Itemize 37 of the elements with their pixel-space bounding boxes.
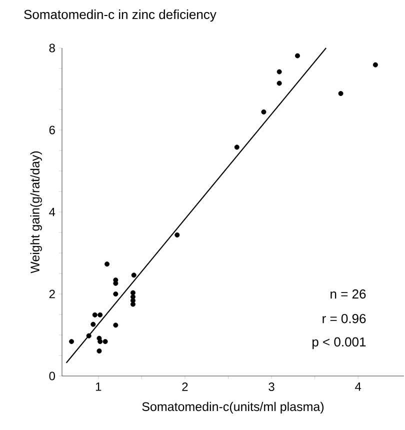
point — [98, 339, 103, 344]
point — [372, 62, 378, 68]
point — [104, 262, 110, 267]
point — [90, 322, 96, 327]
x-axis-title: Somatomedin-c(units/ml plasma) — [142, 402, 324, 414]
y-tick-label: 6 — [49, 126, 55, 134]
point — [131, 272, 136, 278]
y-tick-label: 4 — [49, 208, 56, 216]
x-tick-label: 2 — [182, 382, 188, 391]
point — [113, 291, 118, 296]
point — [276, 80, 282, 86]
y-tick-label: 0 — [49, 372, 56, 380]
x-tick-label: 4 — [355, 382, 362, 391]
chart-title: Somatomedin-c in zinc deficiency — [24, 10, 216, 22]
point — [69, 339, 74, 344]
annotation: p < 0.001 — [312, 337, 366, 350]
point — [234, 144, 240, 150]
point — [261, 109, 266, 114]
point — [130, 302, 136, 307]
point — [86, 333, 92, 338]
point — [174, 232, 180, 238]
point — [276, 69, 282, 74]
point — [338, 91, 344, 96]
point — [92, 312, 98, 318]
point — [295, 53, 300, 58]
annotation: r = 0.96 — [322, 314, 366, 324]
y-axis-title: Weight gain(g/rat/day) — [30, 151, 42, 274]
y-tick-label: 8 — [49, 44, 55, 52]
annotation: n = 26 — [330, 289, 366, 299]
point — [102, 339, 108, 344]
point — [96, 348, 102, 354]
point — [113, 322, 118, 328]
x-tick-label: 1 — [96, 382, 102, 391]
x-tick-label: 3 — [268, 382, 274, 392]
point — [98, 312, 103, 318]
point — [130, 290, 136, 296]
y-tick-label: 2 — [49, 290, 55, 298]
